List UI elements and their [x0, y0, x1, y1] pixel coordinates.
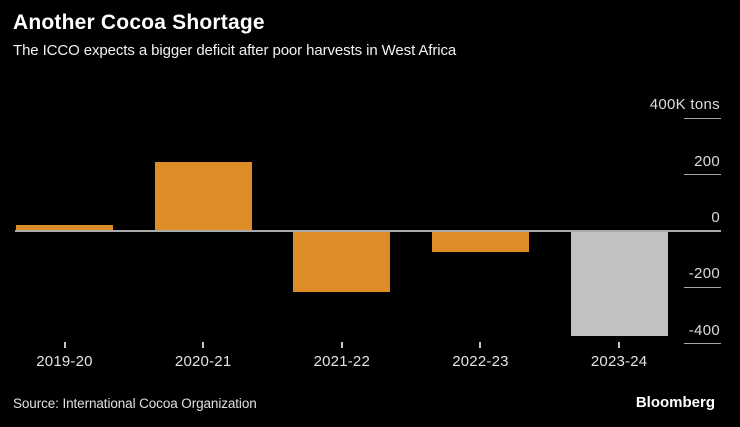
x-tick-2022-23: [479, 342, 482, 348]
y-tick-label-0: 0: [711, 209, 720, 226]
bar-2020-21: [154, 161, 252, 231]
bar-2023-24: [570, 231, 668, 337]
x-tick-2019-20: [63, 342, 66, 348]
x-tick-label-2019-20: 2019-20: [36, 353, 93, 370]
chart-title: Another Cocoa Shortage: [13, 11, 265, 34]
bar-2022-23: [431, 231, 529, 252]
bar-2019-20: [16, 225, 113, 231]
source-note: Source: International Cocoa Organization: [13, 396, 257, 411]
x-tick-2023-24: [618, 342, 621, 348]
y-tick-label-200: 200: [694, 152, 720, 170]
x-tick-2021-22: [340, 342, 343, 348]
y-tick-label--400: -400: [688, 321, 720, 339]
y-gridline-200: [684, 174, 721, 176]
bar-2021-22: [293, 231, 391, 292]
y-gridline--200: [684, 286, 721, 288]
x-tick-label-2021-22: 2021-22: [313, 353, 371, 370]
y-gridline-400: [684, 117, 721, 119]
x-tick-label-2022-23: 2022-23: [452, 353, 509, 370]
y-tick-label--200: -200: [688, 265, 720, 283]
x-tick-2020-21: [202, 342, 205, 348]
chart-subtitle: The ICCO expects a bigger deficit after …: [13, 42, 457, 59]
bloomberg-logo: Bloomberg: [635, 394, 715, 411]
x-tick-label-2020-21: 2020-21: [174, 353, 232, 370]
zero-axis-line: [15, 230, 721, 232]
y-axis-unit-label: 400K tons: [649, 96, 720, 114]
x-tick-label-2023-24: 2023-24: [590, 353, 648, 370]
y-gridline--400: [684, 343, 721, 345]
